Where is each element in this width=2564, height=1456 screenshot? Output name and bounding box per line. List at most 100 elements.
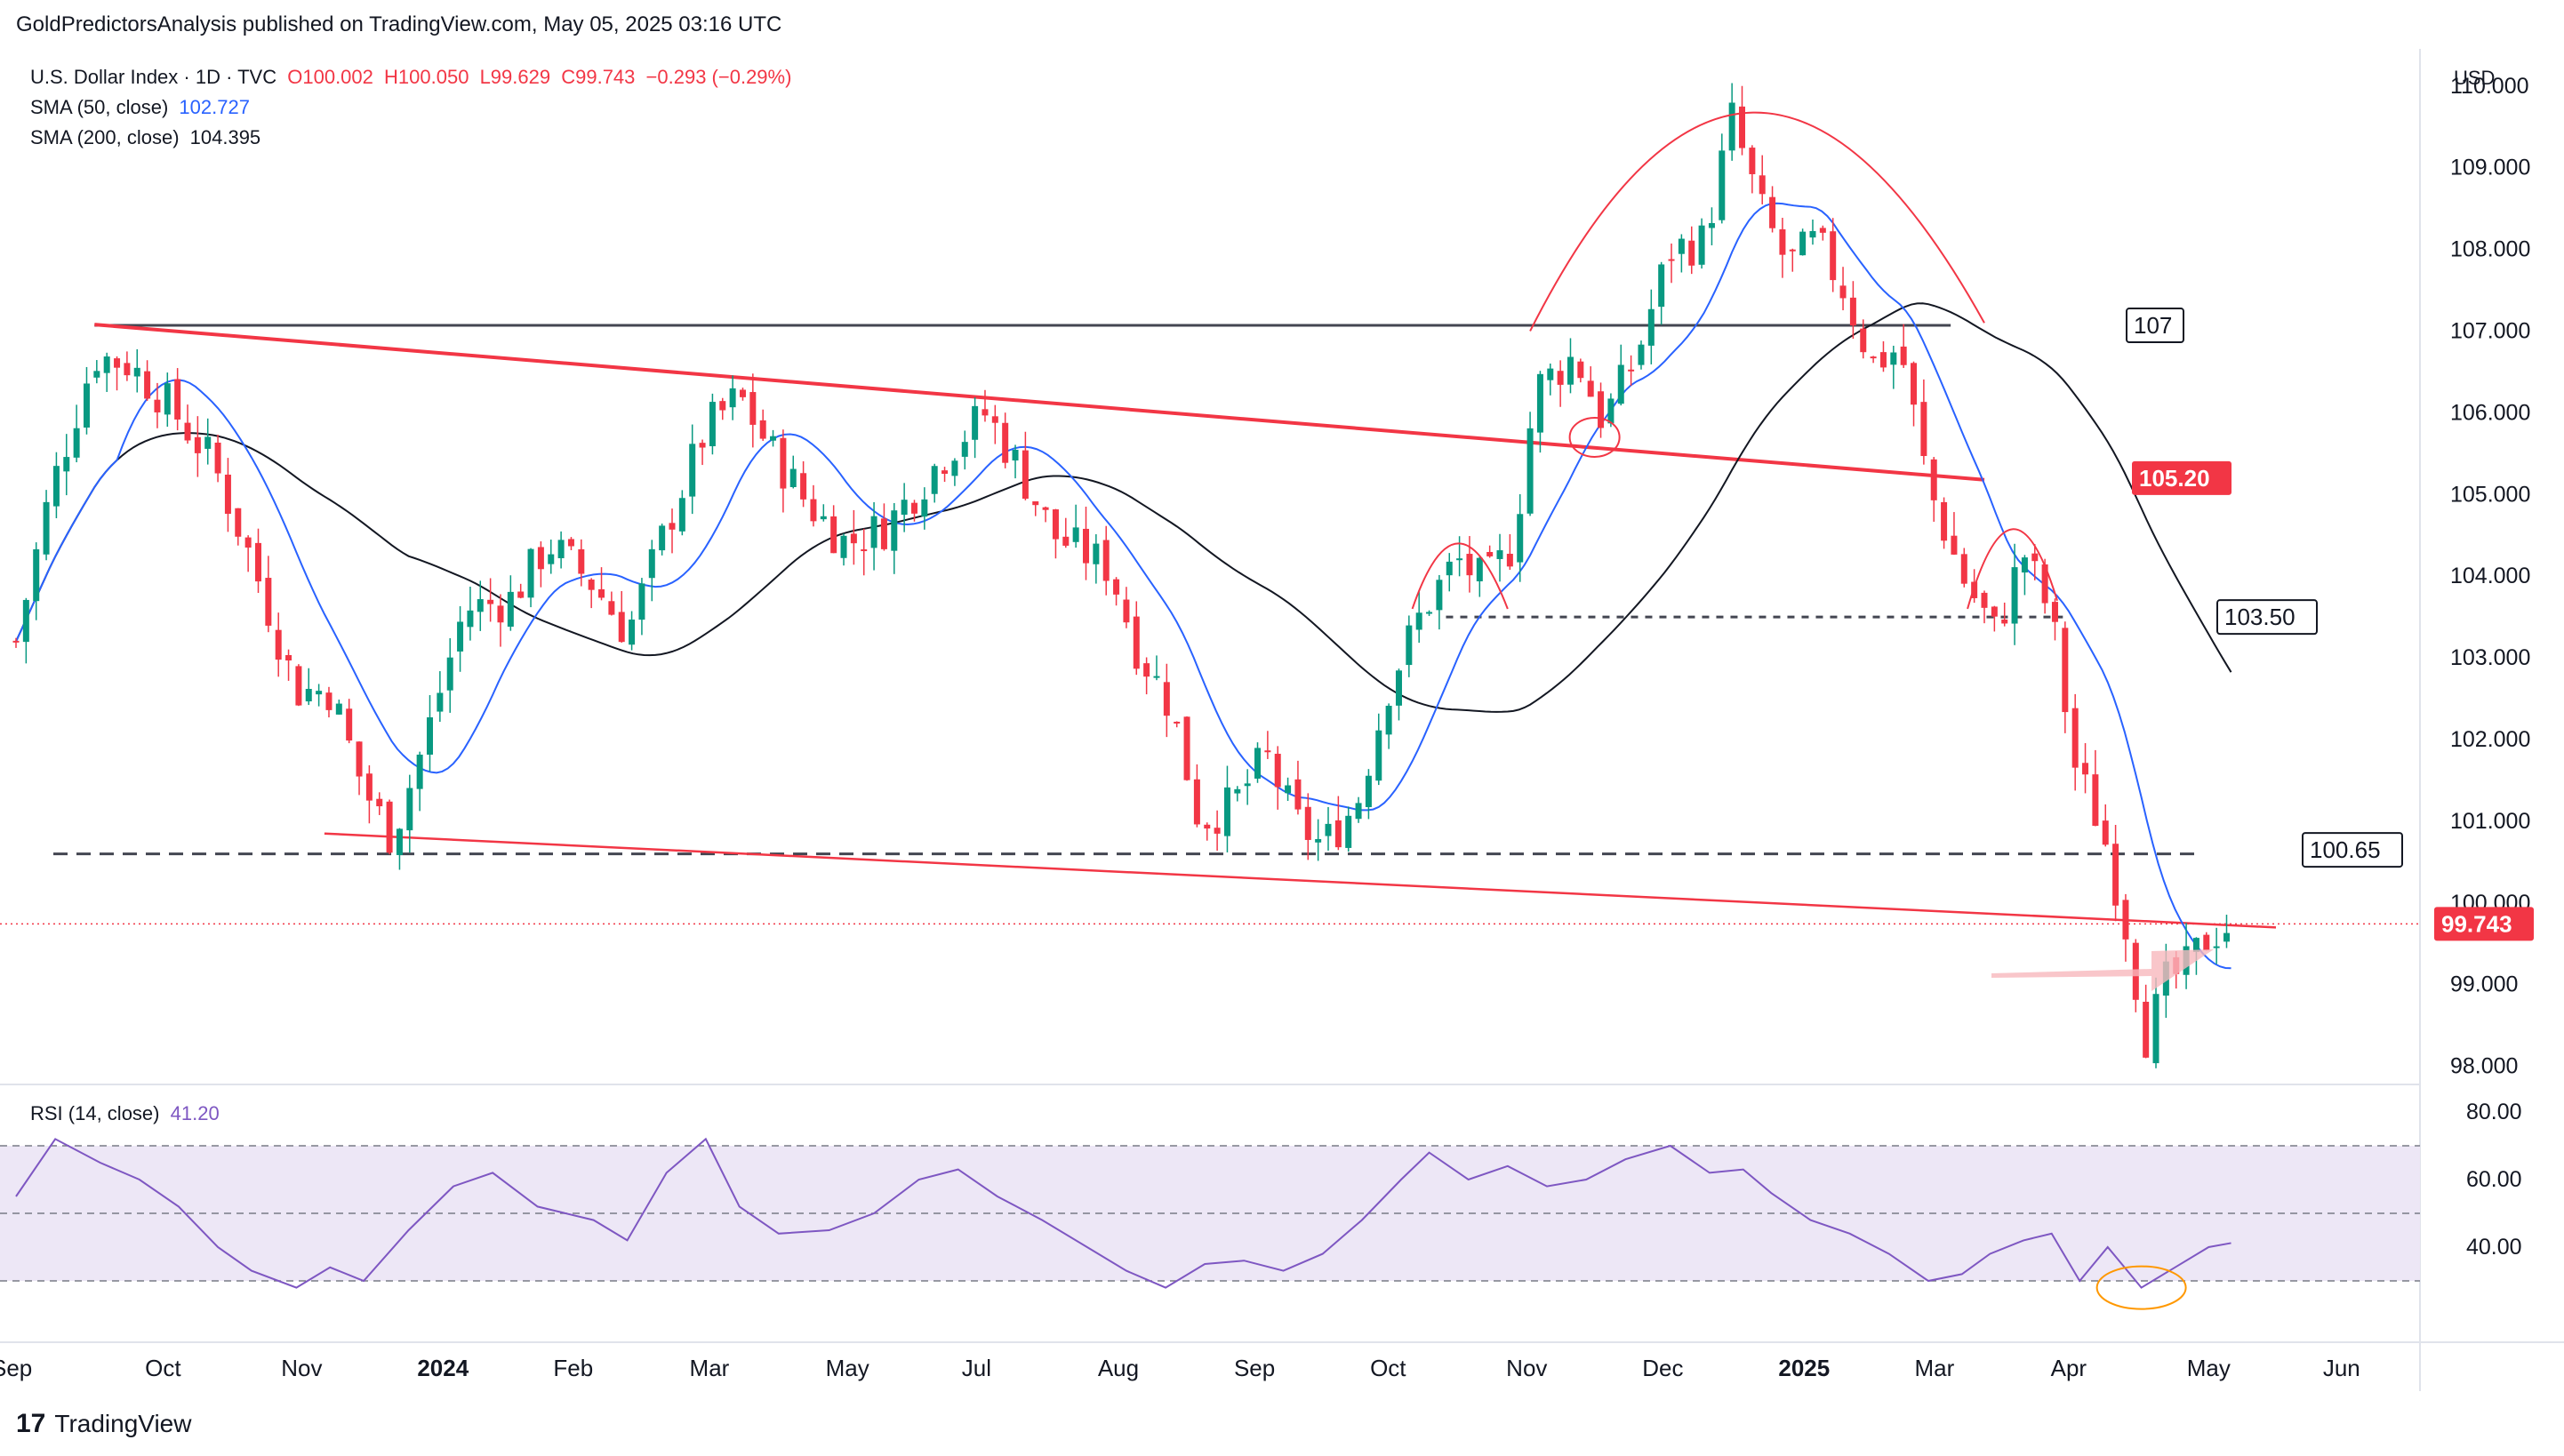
candle-body [1719,150,1726,220]
candle-body [1254,748,1262,779]
candle-body [1860,328,1867,353]
sma200-label: SMA (200, close) [30,126,180,148]
candle-body [669,523,676,530]
sma200-legend: SMA (200, close) 104.395 [30,126,260,149]
candle-body [1779,228,1786,255]
x-tick-label: Feb [553,1355,593,1381]
candle-body [325,692,333,710]
candle-body [921,499,928,517]
price-tick-label: 101.000 [2450,809,2530,834]
candle-body [1728,102,1735,151]
circle-rsi [2095,1265,2187,1310]
ohlc-high: H100.050 [384,66,469,88]
candle-body [1476,557,1483,581]
candle-body [517,591,525,598]
candle-body [1506,554,1513,567]
candle-body [194,436,201,453]
candle-body [2213,946,2220,948]
price-tick-label: 98.000 [2450,1054,2518,1079]
candle-body [1517,514,1524,563]
price-tick-label: 108.000 [2450,237,2530,262]
x-tick-label: Jun [2323,1355,2360,1381]
candle-body [2223,932,2230,942]
brand-name: TradingView [54,1410,192,1437]
candle-body [901,500,908,516]
candle-body [1426,612,1433,614]
candle-body [1012,449,1019,461]
candle-body [416,754,423,789]
candle-body [204,436,212,449]
candle-body [43,501,50,555]
x-tick-label: Mar [1915,1355,1955,1381]
candle-body [527,548,534,598]
candle-body [1355,803,1362,820]
candle-body [1294,779,1302,810]
circle-dec [1568,416,1621,458]
currency-label: USD [2454,67,2495,89]
candle-body [2041,564,2048,604]
candle-body [12,640,20,643]
rsi-value: 41.20 [170,1102,220,1124]
candle-body [1274,753,1281,788]
candle-body [1839,285,1847,299]
candle-body [73,428,80,458]
candle-body [1960,554,1967,584]
candle-body [1678,238,1685,254]
candle-body [1638,344,1645,365]
sma200-line [15,302,2232,713]
candle-body [810,499,817,522]
level-label-box [2216,599,2318,636]
candle-body [2112,844,2119,906]
arrow-right [1991,949,2214,991]
candle-body [1566,356,1574,385]
candle-body [1708,222,1715,228]
ohlc-low: L99.629 [479,66,551,88]
x-tick-label: Sep [0,1355,32,1381]
price-tick-label: 104.000 [2450,564,2530,588]
candle-body [1547,368,1554,380]
candle-body [63,457,70,472]
candle-body [1486,551,1494,556]
candle-body [1799,231,1807,256]
candle-body [2031,553,2039,562]
candle-body [1526,428,1534,514]
candle-body [2071,708,2079,768]
candle-body [659,525,666,551]
level-label: 107 [2126,308,2184,344]
candle-body [114,358,121,368]
x-tick-label: Dec [1642,1355,1683,1381]
candle-body [1264,750,1271,753]
candle-body [22,599,29,643]
candle-body [638,583,645,620]
candle-body [1214,828,1221,834]
candle-body [133,367,140,377]
candle-body [457,621,464,652]
candle-body [941,470,949,475]
level-label-box [2126,308,2184,344]
trend-line-upper [94,323,1985,482]
level-label: 100.65 [2302,832,2403,868]
tradingview-mark-icon: 17 [16,1409,46,1438]
candle-body [2102,820,2109,845]
candle-body [406,788,413,831]
candle-body [578,548,585,574]
candle-body [739,389,746,397]
publisher-header: GoldPredictorsAnalysis published on Trad… [16,12,782,36]
candle-body [376,798,383,807]
candle-body [1244,783,1251,787]
arc-top [1529,111,1985,332]
candle-body [1466,554,1473,576]
candle-body [1093,543,1100,564]
candle-body [2021,557,2028,573]
candle-body [1647,308,1655,346]
candle-body [1304,806,1311,840]
sma200-value: 104.395 [189,126,261,148]
candle-body [598,588,605,598]
candle-body [52,466,60,507]
candle-body [1849,297,1856,326]
candle-body [1941,501,1948,541]
candle-body [1406,625,1413,666]
candle-body [316,691,323,695]
level-label: 99.743 [2434,907,2534,941]
